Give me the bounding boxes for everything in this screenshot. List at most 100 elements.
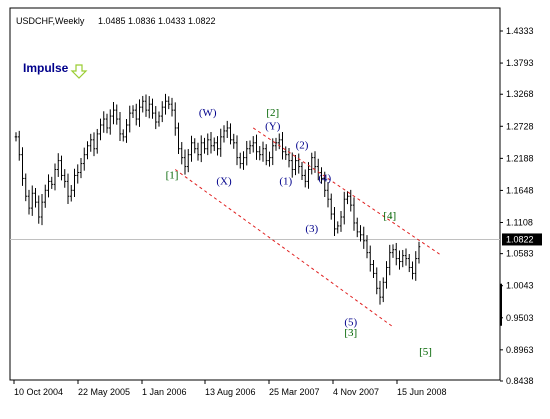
ohlc-bar bbox=[60, 155, 63, 181]
y-tick-label: 1.0583 bbox=[506, 249, 534, 259]
ohlc-bar bbox=[14, 132, 18, 142]
ohlc-bar bbox=[388, 244, 392, 276]
ohlc-bar bbox=[281, 132, 284, 160]
ohlc-bar bbox=[391, 244, 395, 258]
ohlc-bar bbox=[294, 154, 297, 176]
ohlc-bar bbox=[43, 184, 47, 208]
wave-label: (1) bbox=[279, 175, 292, 187]
ohlc-bar bbox=[108, 109, 112, 135]
current-price-label: 1.0822 bbox=[506, 234, 534, 244]
ohlc-bar bbox=[63, 169, 67, 188]
ohlc-bar bbox=[24, 173, 28, 202]
ohlc-close: 1.0822 bbox=[188, 16, 216, 26]
ohlc-high: 1.0836 bbox=[128, 16, 156, 26]
ohlc-bar bbox=[277, 133, 281, 150]
ohlc-bar bbox=[290, 152, 294, 178]
ohlc-bar bbox=[92, 132, 96, 157]
x-tick-label: 22 May 2005 bbox=[78, 387, 130, 397]
ohlc-bar bbox=[115, 104, 119, 125]
ohlc-bar bbox=[56, 153, 60, 177]
ohlc-bar bbox=[307, 162, 310, 189]
ohlc-bar bbox=[349, 189, 353, 212]
ohlc-bar bbox=[359, 225, 362, 242]
wave-label: [5] bbox=[419, 346, 432, 358]
channel-lower-line bbox=[174, 169, 394, 328]
y-tick-label: 0.9503 bbox=[506, 313, 534, 323]
ohlc-bar bbox=[362, 226, 366, 249]
wave-label: [4] bbox=[383, 210, 396, 222]
ohlc-bar bbox=[326, 182, 330, 208]
ohlc-bar bbox=[300, 161, 304, 181]
ohlc-bar bbox=[287, 147, 291, 168]
ohlc-bar bbox=[73, 168, 76, 198]
ohlc-bar bbox=[385, 261, 388, 289]
ohlc-bar bbox=[203, 137, 206, 154]
ohlc-bar bbox=[375, 267, 379, 295]
wave-label: [2] bbox=[266, 107, 279, 119]
ohlc-bar bbox=[180, 142, 184, 165]
ohlc-bar bbox=[212, 137, 216, 152]
ohlc-bar bbox=[264, 144, 268, 166]
ohlc-bar bbox=[333, 206, 336, 236]
ohlc-bar bbox=[222, 125, 226, 143]
ohlc-bar bbox=[118, 111, 122, 141]
current-price-marker: 1.0822 bbox=[502, 233, 542, 246]
ohlc-bar bbox=[235, 135, 239, 166]
y-tick-label: 1.3268 bbox=[506, 89, 534, 99]
y-tick-label: 1.2728 bbox=[506, 121, 534, 131]
ohlc-bar bbox=[398, 250, 401, 270]
ohlc-bar bbox=[183, 149, 187, 175]
wave-label: [1] bbox=[166, 169, 179, 181]
ohlc-bar bbox=[261, 141, 265, 162]
ohlc-bar bbox=[401, 249, 405, 268]
ohlc-bar bbox=[79, 157, 83, 179]
ohlc-bar bbox=[125, 118, 128, 143]
ohlc-bar bbox=[66, 173, 70, 205]
ohlc-bar bbox=[167, 96, 171, 110]
ohlc-bar bbox=[245, 140, 249, 166]
ohlc-bar bbox=[196, 142, 200, 161]
y-tick-label: 0.8963 bbox=[506, 345, 534, 355]
ohlc-bar bbox=[154, 106, 158, 130]
ohlc-bar bbox=[53, 163, 57, 191]
ohlc-bar bbox=[271, 138, 275, 166]
x-tick-label: 25 Mar 2007 bbox=[269, 387, 320, 397]
x-tick-label: 15 Jun 2008 bbox=[397, 387, 447, 397]
x-tick-label: 10 Oct 2004 bbox=[14, 387, 63, 397]
ohlc-bar bbox=[193, 138, 197, 154]
ohlc-bar bbox=[105, 113, 109, 134]
ohlc-open: 1.0485 bbox=[98, 16, 126, 26]
ohlc-bar bbox=[251, 136, 255, 153]
ohlc-bar bbox=[121, 129, 125, 142]
ohlc-bar bbox=[414, 251, 418, 281]
ohlc-bar bbox=[69, 185, 73, 202]
ohlc-bar bbox=[352, 197, 356, 231]
ohlc-bar bbox=[21, 147, 24, 186]
ohlc-bar bbox=[190, 135, 193, 162]
ohlc-low: 1.0433 bbox=[158, 16, 186, 26]
y-tick-label: 1.4333 bbox=[506, 26, 534, 36]
ohlc-bar bbox=[378, 280, 382, 305]
ohlc-bar bbox=[95, 128, 99, 154]
y-tick-label: 1.3793 bbox=[506, 58, 534, 68]
ohlc-bar bbox=[209, 132, 213, 154]
ohlc-bar bbox=[82, 147, 86, 171]
ohlc-bar bbox=[342, 191, 346, 225]
ohlc-bar bbox=[320, 167, 323, 184]
ohlc-bar bbox=[411, 261, 414, 280]
wave-label: (3) bbox=[305, 223, 318, 235]
y-tick-label: 1.0043 bbox=[506, 281, 534, 291]
ohlc-bar bbox=[216, 136, 219, 156]
ohlc-bar bbox=[238, 152, 242, 169]
ohlc-bar bbox=[144, 94, 148, 117]
y-tick-label: 0.8438 bbox=[506, 376, 534, 386]
ohlc-bar bbox=[17, 130, 21, 161]
ohlc-bar bbox=[151, 98, 154, 119]
ohlc-bar bbox=[89, 133, 93, 152]
ohlc-bar bbox=[258, 146, 262, 161]
ohlc-bar bbox=[170, 97, 174, 117]
ohlc-bar bbox=[310, 152, 314, 175]
ohlc-bar bbox=[372, 259, 375, 278]
ohlc-bar bbox=[177, 122, 180, 155]
